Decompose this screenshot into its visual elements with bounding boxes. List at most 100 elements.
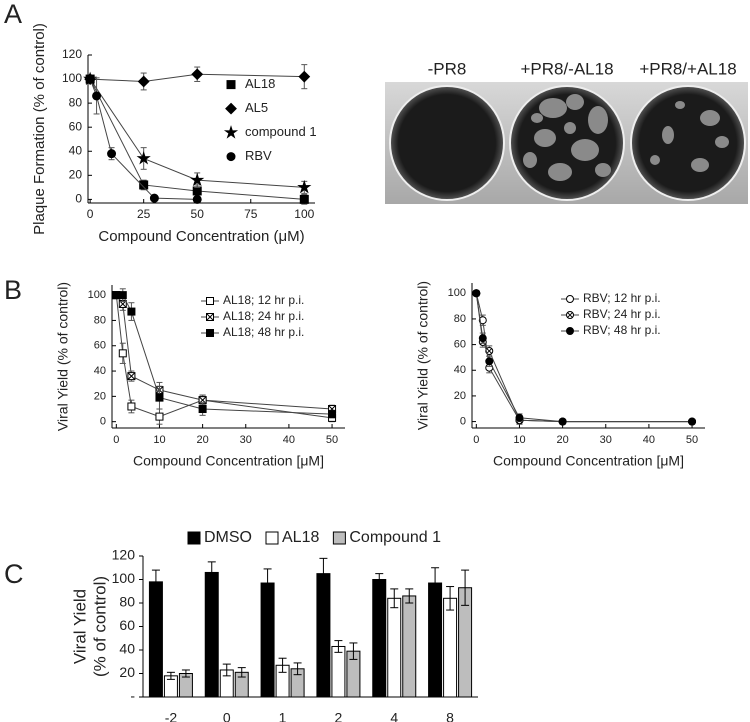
series-line <box>475 293 693 423</box>
marker <box>558 417 567 426</box>
photo-label: -PR8 <box>428 59 467 78</box>
x-axis-label: Compound Concentration (μM) <box>98 228 304 245</box>
bar <box>204 571 219 698</box>
error-bar <box>375 573 384 586</box>
y-axis-label: Plaque Formation (% of control) <box>31 23 48 235</box>
marker <box>223 125 239 139</box>
bar <box>428 582 443 698</box>
series-line <box>90 73 305 82</box>
legend-label: AL18 <box>282 529 319 546</box>
x-tick-label: -2 <box>165 710 178 722</box>
marker <box>485 357 494 366</box>
marker <box>472 289 481 298</box>
x-tick-label: 25 <box>137 207 151 221</box>
y-tick-label: 40 <box>94 365 106 377</box>
marker <box>149 193 159 203</box>
y-tick-label: 60 <box>119 617 135 633</box>
y-tick-label: 120 <box>62 47 82 61</box>
error-bar <box>431 567 440 599</box>
bar <box>443 597 458 698</box>
legend-label: AL18; 48 hr p.i. <box>223 325 304 339</box>
marker <box>127 307 136 316</box>
marker <box>155 412 164 421</box>
y-tick-label: 40 <box>119 641 135 657</box>
y-tick-label: 80 <box>119 594 135 610</box>
marker <box>136 151 151 165</box>
bar <box>372 579 387 698</box>
marker <box>190 172 205 187</box>
x-tick-label: 30 <box>600 434 612 446</box>
x-tick-label: 30 <box>240 434 252 446</box>
x-tick-label: 40 <box>283 434 295 446</box>
error-bar <box>390 588 399 609</box>
bar <box>316 573 331 698</box>
legend-label: RBV; 24 hr p.i. <box>583 307 661 321</box>
y-axis-label: Viral Yield <box>70 589 89 664</box>
legend-label: compound 1 <box>245 124 317 139</box>
y-tick-label: 60 <box>69 119 83 133</box>
marker <box>328 410 337 419</box>
y-axis-label: (% of control) <box>90 576 109 677</box>
error-bar <box>181 669 190 678</box>
error-bar <box>222 663 231 677</box>
legend-swatch <box>187 531 201 545</box>
x-tick-label: 40 <box>643 434 655 446</box>
marker <box>198 405 207 414</box>
error-bar <box>319 557 328 590</box>
x-tick-label: 0 <box>223 710 231 722</box>
marker <box>192 194 202 204</box>
x-tick-label: 4 <box>390 710 398 722</box>
error-bar <box>293 662 302 676</box>
marker <box>85 74 95 84</box>
marker <box>107 149 117 159</box>
marker <box>298 70 311 83</box>
y-tick-label: 80 <box>94 314 106 326</box>
error-bar <box>263 568 272 598</box>
error-bar <box>461 569 470 606</box>
y-axis-label: Viral Yield (% of control) <box>415 281 431 430</box>
y-tick-label: 100 <box>112 570 136 586</box>
x-tick-label: 0 <box>113 434 119 446</box>
bar <box>387 597 402 698</box>
legend-swatch <box>265 531 279 545</box>
y-tick-label: 60 <box>454 338 466 350</box>
y-tick-label: 20 <box>94 390 106 402</box>
marker <box>192 186 202 196</box>
y-tick-label: 120 <box>112 547 136 563</box>
error-bar <box>207 561 216 584</box>
marker <box>155 393 164 402</box>
y-tick-label: 100 <box>62 71 82 85</box>
error-bar <box>334 640 343 653</box>
marker <box>478 316 487 325</box>
legend-label: RBV <box>245 148 272 163</box>
y-tick-label: 0 <box>75 192 82 206</box>
y-tick-label: 20 <box>454 390 466 402</box>
legend-label: AL18 <box>245 76 275 91</box>
y-axis-label: Viral Yield (% of control) <box>55 282 71 431</box>
error-bar <box>166 671 175 680</box>
x-tick-label: 50 <box>686 434 698 446</box>
marker <box>206 297 214 305</box>
marker <box>515 413 524 422</box>
bar <box>260 582 275 698</box>
marker <box>206 313 214 321</box>
error-bar <box>405 588 414 604</box>
y-tick-label: 0 <box>100 416 106 428</box>
x-tick-label: 1 <box>279 710 287 722</box>
legend-label: RBV; 48 hr p.i. <box>583 323 661 337</box>
marker <box>112 291 121 300</box>
error-bar <box>349 642 358 660</box>
x-tick-label: 0 <box>87 207 94 221</box>
marker <box>127 402 136 411</box>
marker <box>127 372 136 381</box>
photo-label: +PR8/-AL18 <box>520 59 613 78</box>
x-axis-label: Compound Concentration [μM] <box>133 453 324 469</box>
y-tick-label: 60 <box>94 340 106 352</box>
series-line <box>89 78 305 200</box>
x-tick-label: 0 <box>473 434 479 446</box>
legend-label: RBV; 12 hr p.i. <box>583 291 661 305</box>
marker <box>206 329 214 337</box>
marker <box>118 349 127 358</box>
x-tick-label: 20 <box>196 434 208 446</box>
x-tick-label: 20 <box>556 434 568 446</box>
